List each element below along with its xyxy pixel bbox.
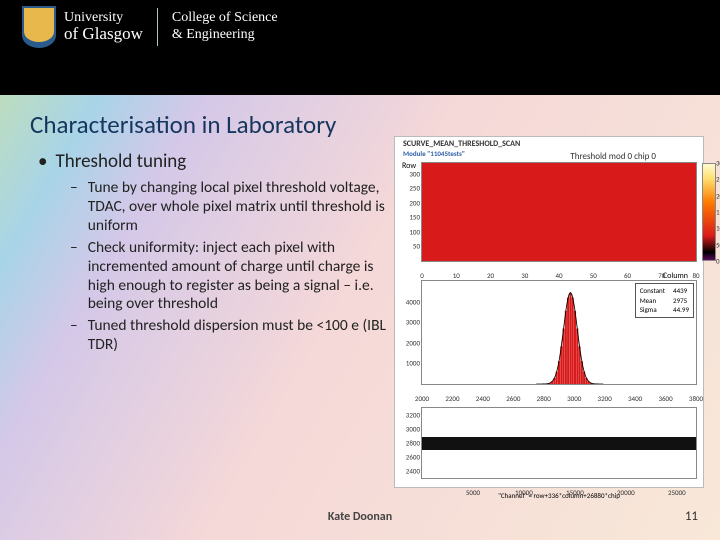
logo-row: University of Glasgow College of Science… xyxy=(0,6,720,48)
main-bullet-text: Threshold tuning xyxy=(55,150,186,173)
sub-bullet: – Check uniformity: inject each pixel wi… xyxy=(70,239,390,318)
histogram-y-ticks: 1000200030004000 xyxy=(400,281,422,384)
histogram-panel: Constant4439Mean2975Sigma44.99 100020003… xyxy=(421,280,697,385)
uni-line2: of Glasgow xyxy=(64,25,143,43)
page-number: 11 xyxy=(685,509,698,524)
college-name: College of Science & Engineering xyxy=(172,10,278,44)
footer-author: Kate Doonan xyxy=(328,510,392,524)
heatmap-panel: Threshold mod 0 chip 0 Row 5010015020025… xyxy=(421,162,697,262)
scatter-x-note: "Channel" = row+336*column+26880*chip xyxy=(498,491,620,500)
sub-bullet-list: – Tune by changing local pixel threshold… xyxy=(0,177,390,358)
university-crest-icon xyxy=(22,6,56,48)
colorbar-ticks: 050010001500200025003000 xyxy=(700,163,720,261)
figure-top-label: SCURVE_MEAN_THRESHOLD_SCAN xyxy=(395,137,703,149)
header-bar: University of Glasgow College of Science… xyxy=(0,0,720,95)
dash-icon: – xyxy=(70,239,78,315)
figure-area: SCURVE_MEAN_THRESHOLD_SCAN Module "11045… xyxy=(394,136,704,488)
college-line2: & Engineering xyxy=(172,27,278,44)
uni-line1: University xyxy=(64,11,143,26)
divider-icon xyxy=(157,8,158,46)
heatmap-y-ticks: 50100150200250300 xyxy=(400,163,422,261)
histogram-statbox: Constant4439Mean2975Sigma44.99 xyxy=(635,283,694,318)
heatmap-title: Threshold mod 0 chip 0 xyxy=(570,151,656,162)
university-name: University of Glasgow xyxy=(64,11,143,44)
sub-bullet-text: Check uniformity: inject each pixel with… xyxy=(88,239,390,315)
sub-bullet: – Tuned threshold dispersion must be <10… xyxy=(70,317,390,358)
sub-bullet-text: Tuned threshold dispersion must be <100 … xyxy=(88,317,390,355)
sub-bullet-text: Tune by changing local pixel threshold v… xyxy=(88,179,390,236)
sub-bullet: – Tune by changing local pixel threshold… xyxy=(70,179,390,239)
bullet-dot-icon: • xyxy=(38,150,47,173)
scatter-band-icon xyxy=(422,437,696,450)
dash-icon: – xyxy=(70,317,78,355)
scatter-y-ticks: 24002600280030003200 xyxy=(400,408,422,478)
figure-module-label: Module "11045tests" xyxy=(395,149,703,160)
dash-icon: – xyxy=(70,179,78,236)
college-line1: College of Science xyxy=(172,10,278,27)
scatter-panel: 24002600280030003200 5000100001500020000… xyxy=(421,407,697,479)
